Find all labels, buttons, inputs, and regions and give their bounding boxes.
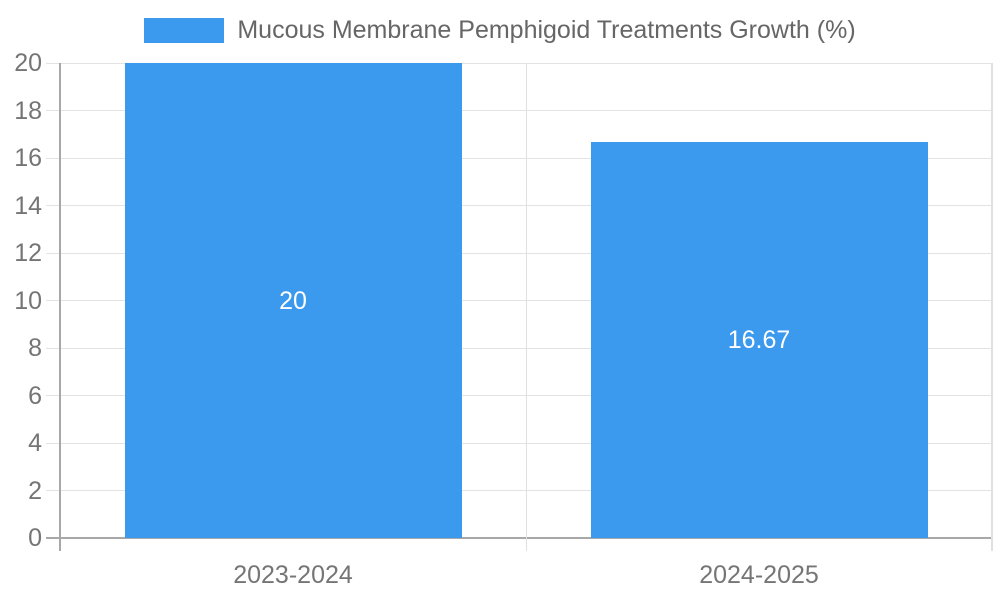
gridline: [46, 300, 992, 301]
y-tick-label: 10: [14, 286, 42, 315]
category-gridline: [525, 63, 527, 551]
y-tick-label: 6: [28, 381, 42, 410]
bar-value-label: 20: [279, 286, 307, 315]
legend-label[interactable]: Mucous Membrane Pemphigoid Treatments Gr…: [237, 16, 856, 44]
bar-value-label: 16.67: [727, 326, 791, 355]
gridline: [46, 442, 992, 444]
x-axis-baseline: [46, 537, 992, 539]
y-tick-label: 0: [28, 524, 42, 552]
plot-right-border: [990, 63, 993, 551]
bar[interactable]: [125, 63, 462, 538]
y-tick-label: 18: [14, 96, 42, 125]
gridline: [46, 252, 992, 254]
y-axis-line: [59, 63, 61, 551]
y-tick-label: 8: [28, 334, 42, 362]
gridline: [46, 205, 992, 206]
y-tick-label: 20: [14, 49, 42, 77]
y-tick-label: 12: [14, 239, 42, 267]
gridline: [46, 110, 992, 111]
gridline: [46, 157, 992, 159]
y-tick-label: 4: [28, 429, 42, 457]
x-tick-label: 2023-2024: [233, 561, 353, 589]
y-tick-label: 16: [14, 144, 42, 172]
x-tick-label: 2024-2025: [699, 561, 819, 589]
legend-swatch[interactable]: [144, 18, 225, 43]
gridline: [46, 347, 992, 349]
bar[interactable]: [591, 142, 928, 538]
y-tick-label: 14: [14, 191, 42, 220]
gridline: [46, 395, 992, 396]
gridline: [46, 62, 992, 64]
gridline: [46, 490, 992, 491]
y-tick-label: 2: [28, 476, 42, 505]
legend[interactable]: Mucous Membrane Pemphigoid Treatments Gr…: [0, 17, 1000, 44]
